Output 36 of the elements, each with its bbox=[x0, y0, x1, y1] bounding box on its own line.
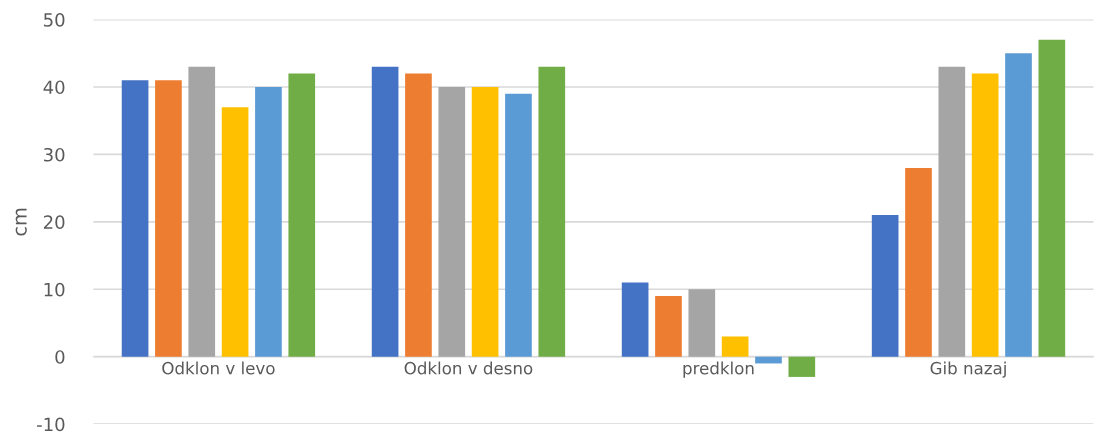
bar bbox=[505, 93, 532, 357]
bar bbox=[905, 167, 932, 357]
x-tick-label: Gib nazaj bbox=[930, 361, 1006, 378]
bar bbox=[971, 73, 999, 357]
bar bbox=[1005, 53, 1032, 357]
y-tick-label: 30 bbox=[44, 147, 65, 162]
bar bbox=[788, 356, 816, 377]
bar bbox=[721, 336, 749, 357]
bar bbox=[1038, 39, 1066, 357]
y-axis-title: cm bbox=[15, 208, 27, 236]
bar bbox=[688, 289, 716, 357]
bar bbox=[405, 73, 432, 357]
bar bbox=[621, 282, 649, 357]
x-tick-label: Odklon v desno bbox=[404, 361, 533, 375]
y-tick-label: 50 bbox=[44, 13, 65, 27]
bar bbox=[655, 296, 682, 357]
bar bbox=[438, 87, 466, 357]
bar bbox=[755, 356, 782, 364]
bar bbox=[938, 66, 966, 357]
bar bbox=[471, 87, 499, 357]
bar bbox=[538, 66, 566, 357]
y-tick-label: 0 bbox=[55, 350, 65, 364]
bar bbox=[188, 66, 216, 357]
bar bbox=[121, 80, 149, 357]
y-tick-label: 40 bbox=[43, 80, 65, 95]
bar bbox=[155, 80, 182, 357]
y-tick-label: 10 bbox=[44, 282, 65, 297]
bar bbox=[255, 87, 282, 357]
x-tick-label: predklon bbox=[683, 361, 754, 378]
y-tick-label: -10 bbox=[37, 417, 65, 432]
bar bbox=[288, 73, 316, 357]
x-tick-label: Odklon v levo bbox=[162, 361, 275, 375]
bar bbox=[371, 66, 399, 357]
bar bbox=[221, 107, 249, 357]
y-tick-label: 20 bbox=[43, 215, 65, 229]
bar bbox=[871, 215, 899, 357]
